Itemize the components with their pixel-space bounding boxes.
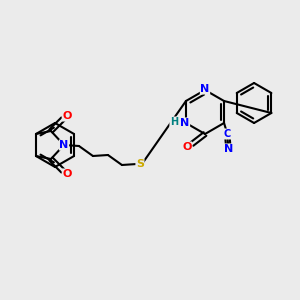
Text: O: O (62, 169, 72, 179)
Text: N: N (180, 118, 190, 128)
Text: N: N (200, 84, 210, 94)
Text: N: N (224, 144, 234, 154)
Text: S: S (136, 159, 144, 169)
Text: O: O (182, 142, 192, 152)
Text: H: H (170, 117, 178, 127)
Text: O: O (62, 111, 72, 121)
Text: N: N (59, 140, 69, 150)
Text: C: C (224, 129, 231, 139)
